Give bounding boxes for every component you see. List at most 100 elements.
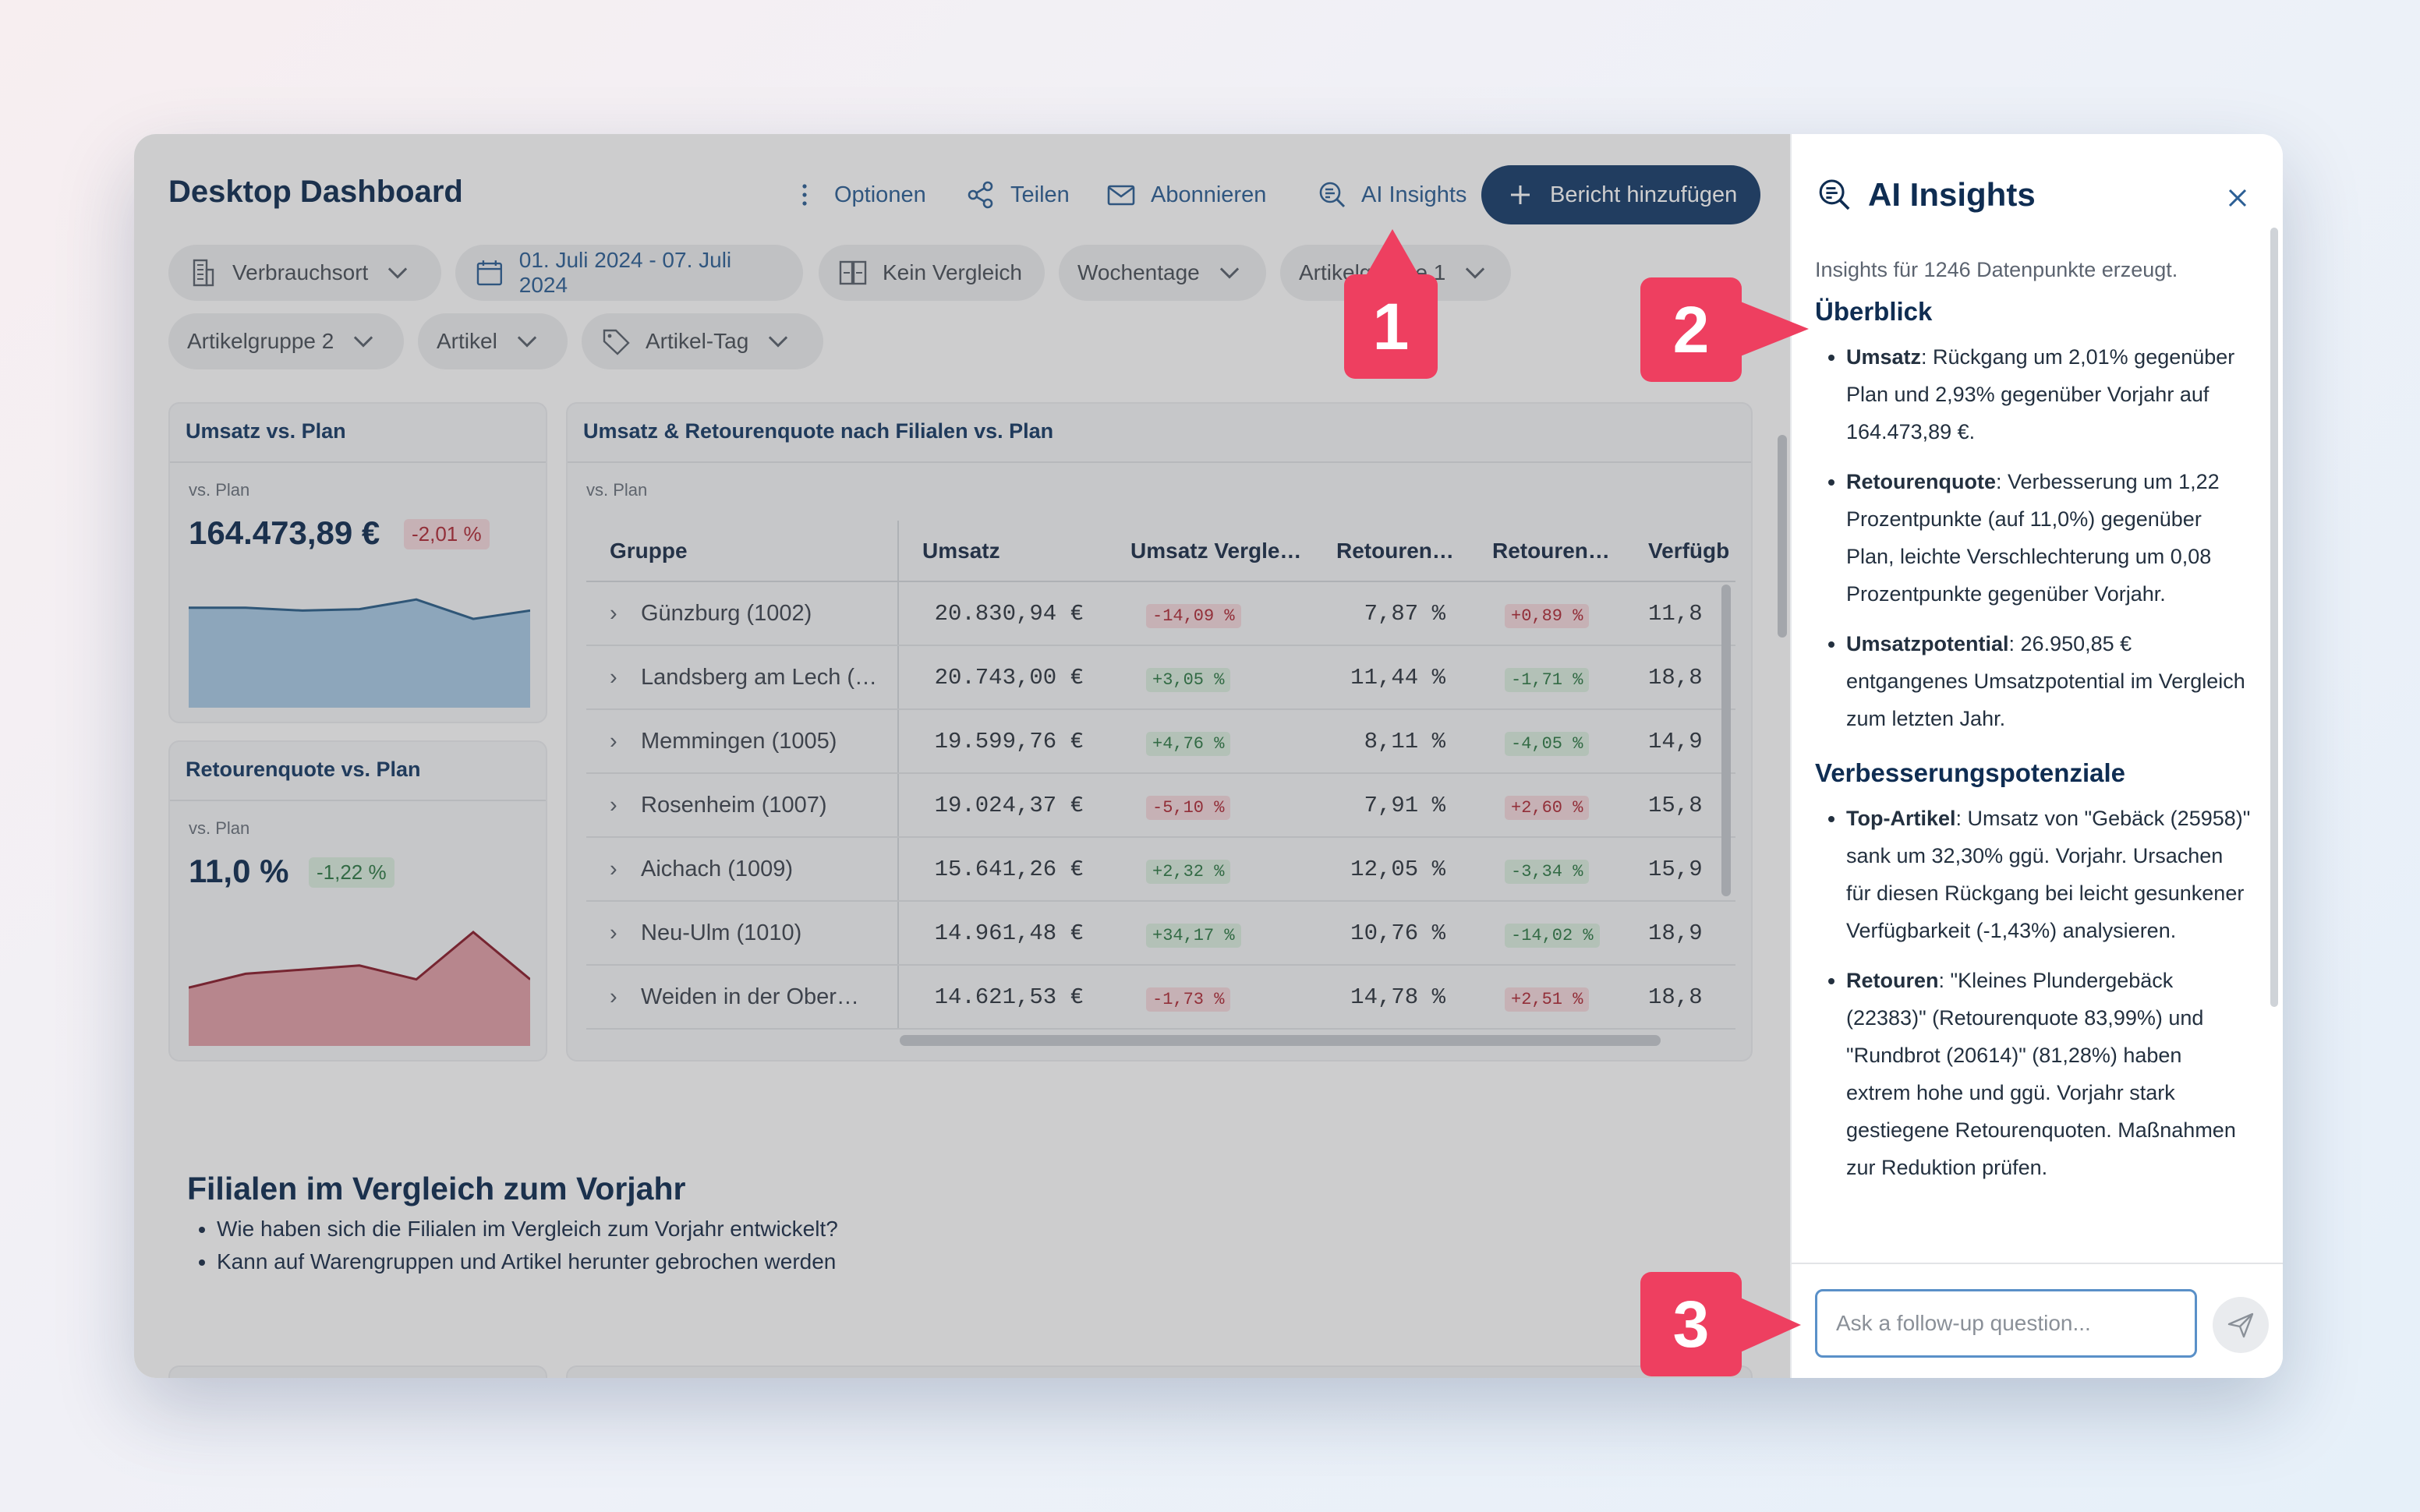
filter-article-group-2-label: Artikelgruppe 2 xyxy=(187,329,334,353)
col-header-returns-compare[interactable]: Retouren… xyxy=(1469,521,1625,582)
row-returns-compare-cell: +2,60 % xyxy=(1469,773,1625,838)
row-returns-compare-cell: -3,34 % xyxy=(1469,837,1625,902)
table-row[interactable]: › Neu-Ulm (1010) 14.961,48 € +34,17 % 10,76 … xyxy=(586,901,1735,966)
page-scrollbar[interactable] xyxy=(1778,435,1787,638)
col-header-sales-compare[interactable]: Umsatz Vergle… xyxy=(1107,521,1313,582)
subscribe-label: Abonnieren xyxy=(1151,182,1267,207)
send-button[interactable] xyxy=(2213,1297,2269,1353)
panel-content: Insights für 1246 Datenpunkte erzeugt. Ü… xyxy=(1815,251,2252,1199)
chevron-right-icon[interactable]: › xyxy=(610,920,617,945)
filter-article[interactable]: Artikel xyxy=(418,313,568,369)
row-group-cell[interactable]: › Weiden in der Ober… xyxy=(586,965,899,1030)
kpi-sales-subtitle: vs. Plan xyxy=(189,480,250,500)
plus-icon xyxy=(1511,185,1530,204)
row-returns: 10,76 % xyxy=(1313,901,1469,966)
filter-weekdays[interactable]: Wochentage xyxy=(1059,245,1266,301)
filter-comparison[interactable]: Kein Vergleich xyxy=(819,245,1045,301)
chevron-right-icon[interactable]: › xyxy=(610,600,617,626)
row-returns: 7,91 % xyxy=(1313,773,1469,838)
panel-scrollbar[interactable] xyxy=(2270,228,2278,1007)
callout-pointer-2 xyxy=(1739,301,1809,357)
next-card xyxy=(168,1365,547,1378)
table-row[interactable]: › Weiden in der Ober… 14.621,53 € -1,73 % 14… xyxy=(586,965,1735,1030)
share-button[interactable]: Teilen xyxy=(965,165,1070,224)
chevron-down-icon xyxy=(388,267,408,279)
improvement-text: : Umsatz von "Gebäck (25958)" sank um 32… xyxy=(1846,807,2251,942)
filter-article-tag-label: Artikel-Tag xyxy=(646,329,749,353)
row-availability: 18,8 xyxy=(1625,645,1735,710)
table-row[interactable]: › Aichach (1009) 15.641,26 € +2,32 % 12,05 %… xyxy=(586,837,1735,902)
returns-sparkline-area xyxy=(189,932,530,1046)
table-row[interactable]: › Landsberg am Lech (… 20.743,00 € +3,05 % 1… xyxy=(586,645,1735,710)
filter-date-range[interactable]: 01. Juli 2024 - 07. Juli 2024 xyxy=(455,245,803,301)
chevron-down-icon xyxy=(769,336,788,348)
overview-label: Retourenquote xyxy=(1846,470,1996,493)
chevron-right-icon[interactable]: › xyxy=(610,856,617,881)
table-row[interactable]: › Rosenheim (1007) 19.024,37 € -5,10 % 7,91 … xyxy=(586,773,1735,838)
row-sales-compare-cell: +2,32 % xyxy=(1107,837,1313,902)
row-availability: 15,8 xyxy=(1625,773,1735,838)
row-returns-compare-cell: -1,71 % xyxy=(1469,645,1625,710)
row-group-cell[interactable]: › Neu-Ulm (1010) xyxy=(586,901,899,966)
filter-article-group-2[interactable]: Artikelgruppe 2 xyxy=(168,313,404,369)
col-header-availability[interactable]: Verfügb xyxy=(1625,521,1735,582)
chevron-right-icon[interactable]: › xyxy=(610,792,617,818)
row-returns: 14,78 % xyxy=(1313,965,1469,1030)
row-sales: 14.621,53 € xyxy=(898,965,1107,1030)
row-sales-compare: -5,10 % xyxy=(1146,795,1231,820)
col-header-sales[interactable]: Umsatz xyxy=(898,521,1107,582)
horizontal-scrollbar[interactable] xyxy=(900,1035,1661,1046)
options-button[interactable]: Optionen xyxy=(789,165,926,224)
add-report-button[interactable]: Bericht hinzufügen xyxy=(1481,165,1761,224)
table-card: Umsatz & Retourenquote nach Filialen vs.… xyxy=(566,402,1753,1062)
overview-text: : 26.950,85 € entgangenes Umsatzpotentia… xyxy=(1846,632,2245,730)
table-subtitle: vs. Plan xyxy=(586,480,648,500)
chevron-right-icon[interactable]: › xyxy=(610,984,617,1009)
row-group-cell[interactable]: › Günzburg (1002) xyxy=(586,581,899,646)
row-group-label: Weiden in der Ober… xyxy=(641,984,859,1009)
callout-badge-1: 1 xyxy=(1344,274,1438,379)
chevron-right-icon[interactable]: › xyxy=(610,728,617,754)
row-group-cell[interactable]: › Landsberg am Lech (… xyxy=(586,645,899,710)
row-returns: 8,11 % xyxy=(1313,709,1469,774)
row-availability: 11,8 xyxy=(1625,581,1735,646)
row-returns-compare-cell: -4,05 % xyxy=(1469,709,1625,774)
col-header-group[interactable]: Gruppe xyxy=(586,521,899,582)
overview-heading: Überblick xyxy=(1815,297,1933,326)
callout-badge-2: 2 xyxy=(1640,277,1742,382)
row-returns: 7,87 % xyxy=(1313,581,1469,646)
page-title: Desktop Dashboard xyxy=(168,175,463,209)
table-row[interactable]: › Memmingen (1005) 19.599,76 € +4,76 % 8,11 … xyxy=(586,709,1735,774)
row-sales-compare: -1,73 % xyxy=(1146,987,1231,1012)
vertical-scrollbar[interactable] xyxy=(1721,585,1731,896)
subscribe-button[interactable]: Abonnieren xyxy=(1106,165,1266,224)
options-label: Optionen xyxy=(834,182,926,207)
filter-article-tag[interactable]: Artikel-Tag xyxy=(582,313,823,369)
col-header-returns[interactable]: Retouren… xyxy=(1313,521,1469,582)
overview-item: Retourenquote: Verbesserung um 1,22 Proz… xyxy=(1846,463,2252,613)
row-group-label: Rosenheim (1007) xyxy=(641,792,827,818)
sales-sparkline xyxy=(189,598,530,708)
ai-search-icon xyxy=(1819,179,1850,210)
row-group-cell[interactable]: › Aichach (1009) xyxy=(586,837,899,902)
close-icon[interactable] xyxy=(2224,184,2252,212)
divider xyxy=(170,800,546,801)
ai-insights-button[interactable]: AI Insights xyxy=(1297,165,1486,224)
share-icon xyxy=(968,181,993,209)
row-sales-compare: +2,32 % xyxy=(1146,859,1231,884)
row-availability: 18,9 xyxy=(1625,901,1735,966)
overview-list: Umsatz: Rückgang um 2,01% gegenüber Plan… xyxy=(1846,338,2252,737)
panel-header: AI Insights xyxy=(1815,176,2036,214)
follow-up-input[interactable]: Ask a follow-up question... xyxy=(1815,1289,2197,1358)
table-row[interactable]: › Günzburg (1002) 20.830,94 € -14,09 % 7,87 … xyxy=(586,581,1735,646)
calendar-icon xyxy=(476,260,502,286)
chevron-down-icon xyxy=(1466,267,1485,279)
panel-title: AI Insights xyxy=(1868,176,2036,213)
row-group-cell[interactable]: › Memmingen (1005) xyxy=(586,709,899,774)
filter-location[interactable]: Verbrauchsort xyxy=(168,245,441,301)
row-returns-compare: -4,05 % xyxy=(1505,731,1590,756)
row-group-cell[interactable]: › Rosenheim (1007) xyxy=(586,773,899,838)
row-returns-compare-cell: -14,02 % xyxy=(1469,901,1625,966)
row-sales-compare: -14,09 % xyxy=(1146,603,1241,628)
chevron-right-icon[interactable]: › xyxy=(610,664,617,690)
